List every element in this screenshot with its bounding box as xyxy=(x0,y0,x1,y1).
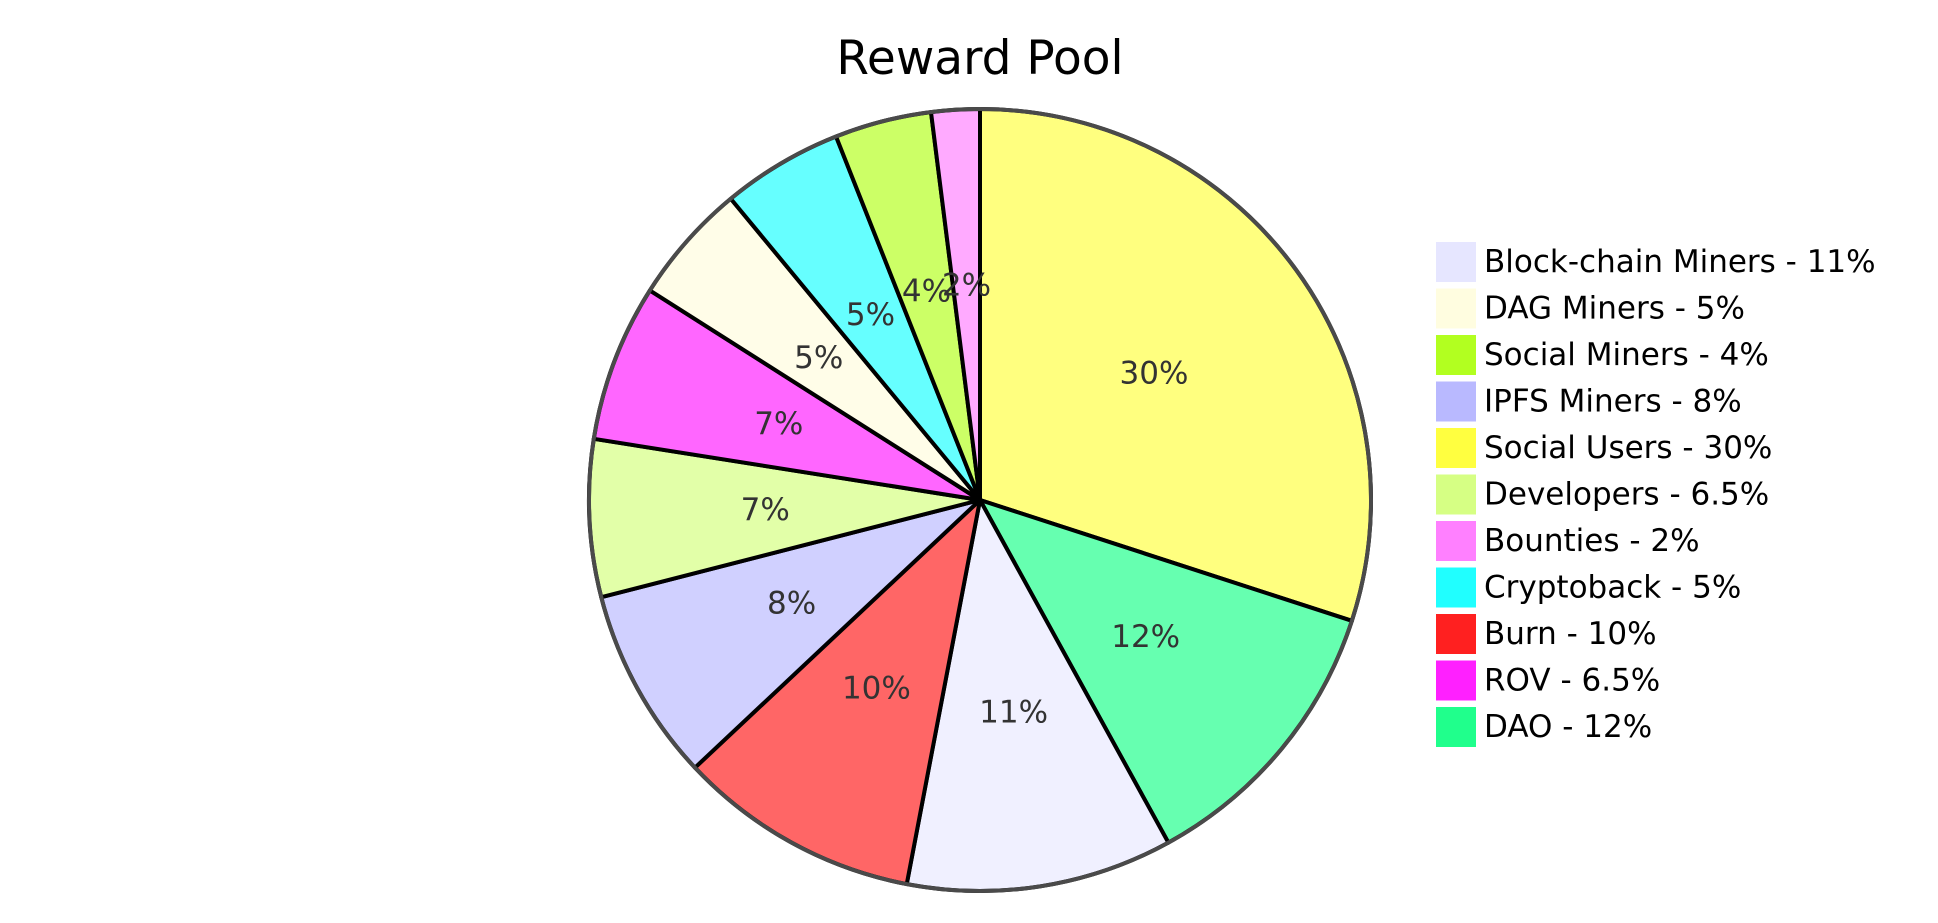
legend-label: DAO - 12% xyxy=(1484,709,1652,745)
legend-label: ROV - 6.5% xyxy=(1484,663,1660,699)
legend-label: Social Miners - 4% xyxy=(1484,337,1769,373)
legend-swatch xyxy=(1436,428,1476,468)
legend-swatch xyxy=(1436,474,1476,515)
pie-slice-labels: 30%12%11%10%8%7%7%5%5%4%2% xyxy=(741,267,1189,730)
slice-percent-label: 10% xyxy=(842,670,911,706)
slice-percent-label: 12% xyxy=(1111,619,1180,655)
slice-percent-label: 7% xyxy=(754,406,803,442)
legend-swatch xyxy=(1436,614,1476,654)
slice-percent-label: 7% xyxy=(741,492,790,528)
chart-title: Reward Pool xyxy=(836,31,1123,86)
legend-label: Social Users - 30% xyxy=(1484,430,1772,466)
legend-swatch xyxy=(1436,567,1476,608)
slice-percent-label: 2% xyxy=(942,267,991,303)
legend-swatch xyxy=(1436,288,1476,329)
slice-percent-label: 5% xyxy=(794,340,843,376)
legend-swatch xyxy=(1436,707,1476,747)
slice-percent-label: 5% xyxy=(846,297,895,333)
legend-swatch xyxy=(1436,660,1476,701)
legend-label: DAG Miners - 5% xyxy=(1484,291,1745,327)
legend-label: Cryptoback - 5% xyxy=(1484,570,1741,606)
slice-percent-label: 4% xyxy=(902,274,951,310)
slice-percent-label: 8% xyxy=(767,586,816,622)
pie-outline xyxy=(587,107,1373,893)
legend-label: Block-chain Miners - 11% xyxy=(1484,244,1876,280)
legend-swatch xyxy=(1436,521,1476,561)
legend-label: IPFS Miners - 8% xyxy=(1484,384,1742,420)
legend-label: Bounties - 2% xyxy=(1484,523,1700,559)
legend-swatch xyxy=(1436,381,1476,422)
pie-slices xyxy=(587,106,1373,893)
legend-label: Developers - 6.5% xyxy=(1484,477,1769,513)
legend: Block-chain Miners - 11% DAG Miners - 5% S… xyxy=(1436,242,1876,747)
legend-swatch xyxy=(1436,335,1476,375)
slice-percent-label: 11% xyxy=(979,694,1048,730)
slice-percent-label: 30% xyxy=(1120,356,1189,392)
legend-label: Burn - 10% xyxy=(1484,616,1657,652)
legend-swatch xyxy=(1436,242,1476,282)
